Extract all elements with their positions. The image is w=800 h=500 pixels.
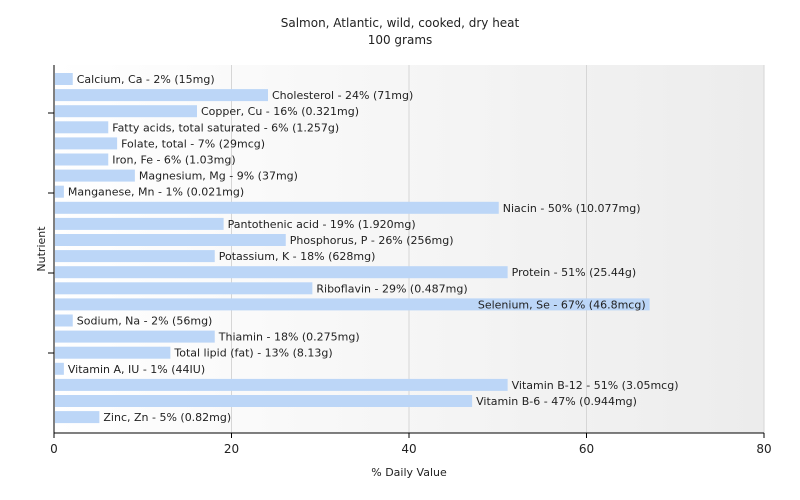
chart-title: Salmon, Atlantic, wild, cooked, dry heat xyxy=(281,16,520,30)
bar-16 xyxy=(55,330,215,343)
x-axis-ticks: 0 20 40 60 80 xyxy=(50,433,772,456)
bar-label-3: Fatty acids, total saturated - 6% (1.257… xyxy=(112,121,339,134)
bar-label-9: Pantothenic acid - 19% (1.920mg) xyxy=(228,218,416,231)
bars: Calcium, Ca - 2% (15mg) Cholesterol - 24%… xyxy=(55,73,679,424)
bar-label-12: Protein - 51% (25.44g) xyxy=(512,266,637,279)
bar-15 xyxy=(55,314,73,327)
x-tick-label-1: 20 xyxy=(224,442,239,456)
bar-13 xyxy=(55,282,313,295)
bar-label-7: Manganese, Mn - 1% (0.021mg) xyxy=(68,186,244,199)
bar-8 xyxy=(55,201,499,214)
x-tick-label-2: 40 xyxy=(401,442,416,456)
bar-10 xyxy=(55,234,286,246)
bar-label-0: Calcium, Ca - 2% (15mg) xyxy=(77,73,215,86)
bar-3 xyxy=(55,121,109,134)
bar-label-10: Phosphorus, P - 26% (256mg) xyxy=(290,234,454,247)
x-axis-title: % Daily Value xyxy=(371,466,447,479)
bar-label-5: Iron, Fe - 6% (1.03mg) xyxy=(112,154,235,167)
bar-19 xyxy=(55,378,508,391)
bar-label-14: Selenium, Se - 67% (46.8mcg) xyxy=(478,298,646,311)
bar-label-2: Copper, Cu - 16% (0.321mg) xyxy=(201,105,359,118)
bar-18 xyxy=(55,362,64,375)
bar-label-20: Vitamin B-6 - 47% (0.944mg) xyxy=(476,395,637,408)
bar-14 xyxy=(55,298,650,311)
bar-label-1: Cholesterol - 24% (71mg) xyxy=(272,89,413,102)
bar-11 xyxy=(55,250,215,263)
bar-label-19: Vitamin B-12 - 51% (3.05mcg) xyxy=(512,379,679,392)
bar-7 xyxy=(55,185,64,198)
bar-5 xyxy=(55,153,109,166)
bar-2 xyxy=(55,105,197,118)
bar-12 xyxy=(55,266,508,279)
x-tick-label-4: 80 xyxy=(756,442,771,456)
y-axis-title: Nutrient xyxy=(35,226,48,272)
chart-subtitle: 100 grams xyxy=(368,33,433,47)
bar-label-17: Total lipid (fat) - 13% (8.13g) xyxy=(173,347,332,360)
bar-label-21: Zinc, Zn - 5% (0.82mg) xyxy=(103,411,231,424)
bar-label-4: Folate, total - 7% (29mcg) xyxy=(121,137,265,150)
bar-17 xyxy=(55,346,171,359)
bar-label-15: Sodium, Na - 2% (56mg) xyxy=(77,315,213,328)
bar-label-16: Thiamin - 18% (0.275mg) xyxy=(218,331,360,344)
grid-lines xyxy=(231,65,765,433)
bar-label-11: Potassium, K - 18% (628mg) xyxy=(219,250,376,263)
bar-label-8: Niacin - 50% (10.077mg) xyxy=(503,202,641,215)
bar-4 xyxy=(55,137,118,150)
bar-21 xyxy=(55,411,100,424)
bar-1 xyxy=(55,89,268,102)
x-tick-label-0: 0 xyxy=(50,442,58,456)
bar-6 xyxy=(55,169,135,182)
bar-9 xyxy=(55,217,224,230)
bar-label-18: Vitamin A, IU - 1% (44IU) xyxy=(68,363,205,376)
bar-label-6: Magnesium, Mg - 9% (37mg) xyxy=(139,170,298,183)
bar-0 xyxy=(55,73,73,85)
x-tick-label-3: 60 xyxy=(579,442,594,456)
bar-20 xyxy=(55,395,473,407)
bar-label-13: Riboflavin - 29% (0.487mg) xyxy=(316,282,467,295)
y-axis-ticks xyxy=(48,112,54,354)
